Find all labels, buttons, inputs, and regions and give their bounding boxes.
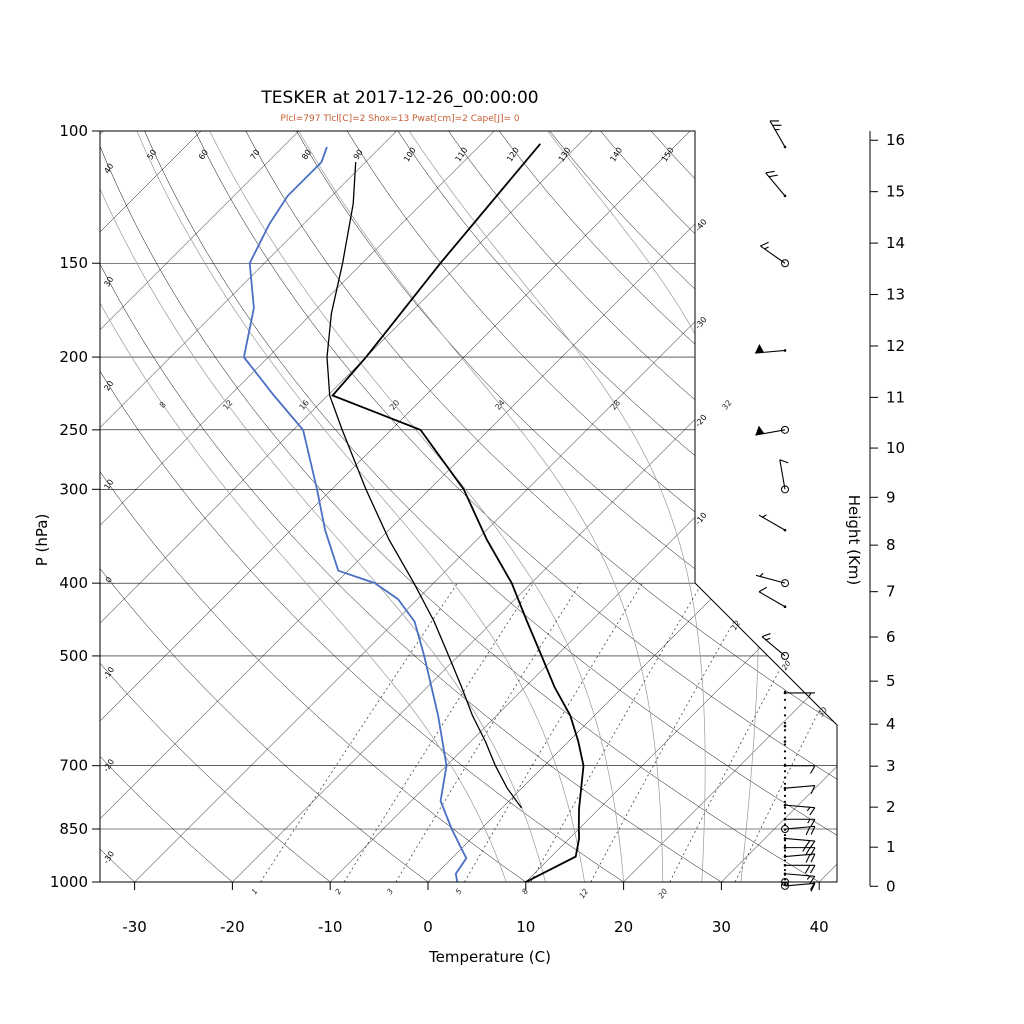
temperature-axis-label: Temperature (C): [428, 948, 551, 966]
wind-barbs: [755, 120, 816, 892]
mixing-ratio-label: 12: [577, 887, 590, 900]
isotherm-edge-label: -40: [693, 217, 708, 233]
moist-adiabat-label: 32: [720, 398, 733, 412]
pressure-tick-label: 850: [59, 820, 88, 838]
pressure-tick-label: 700: [59, 757, 88, 775]
mixing-ratio-label: 1: [250, 887, 260, 896]
dry-adiabat-label: 120: [505, 146, 521, 164]
temperature-curve: [331, 143, 585, 882]
dry-adiabat-label: 50: [145, 148, 158, 161]
mixing-ratio-label: 12: [729, 619, 742, 632]
height-tick-label: 5: [886, 672, 896, 690]
moist-adiabat-label: 16: [298, 398, 311, 412]
dry-adiabat-label: 80: [300, 148, 313, 161]
pressure-tick-label: 1000: [50, 873, 88, 891]
height-tick-label: 16: [886, 131, 905, 149]
height-tick-label: 9: [886, 488, 896, 506]
height-tick-label: 1: [886, 838, 896, 856]
mixing-ratio-label: 30: [816, 705, 829, 718]
height-axis-label: Height (Km): [845, 495, 863, 586]
dry-adiabat-label: 100: [402, 146, 418, 164]
pressure-tick-label: 400: [59, 574, 88, 592]
mixing-ratio-label: 8: [520, 887, 530, 896]
height-tick-label: 3: [886, 757, 896, 775]
moist-adiabat-label: 24: [493, 398, 506, 412]
pressure-tick-label: 200: [59, 348, 88, 366]
temperature-tick-label: -30: [122, 918, 147, 936]
mixing-ratio-label: 5: [454, 887, 464, 896]
dry-adiabat-label: 150: [660, 146, 676, 164]
dry-adiabat-label: 0: [104, 575, 114, 584]
chart-parameters: Plcl=797 Tlcl[C]=2 Shox=13 Pwat[cm]=2 Ca…: [280, 114, 520, 124]
height-tick-label: 12: [886, 337, 905, 355]
temperature-tick-label: 30: [712, 918, 731, 936]
dry-adiabat-label: 20: [102, 379, 115, 392]
temperature-tick-label: -20: [220, 918, 245, 936]
isotherm-edge-label: -20: [693, 413, 708, 429]
mixing-ratio-label: 20: [656, 887, 669, 900]
dewpoint-curve: [242, 146, 468, 882]
moist-adiabat-label: 12: [221, 398, 234, 412]
dry-adiabat-label: 30: [102, 275, 115, 288]
height-tick-label: 7: [886, 583, 896, 601]
dry-adiabat-label: 60: [197, 148, 210, 161]
temperature-tick-label: 0: [423, 918, 433, 936]
temperature-tick-label: 40: [810, 918, 829, 936]
dry-adiabat-label: 70: [249, 148, 262, 161]
height-tick-label: 11: [886, 388, 905, 406]
temperature-tick-label: 10: [516, 918, 535, 936]
sounding-profiles: [242, 143, 585, 882]
chart-title: TESKER at 2017-12-26_00:00:00: [261, 88, 539, 108]
mixing-ratio-label: 2: [333, 887, 343, 896]
height-tick-label: 2: [886, 798, 896, 816]
dry-adiabat-label: 110: [454, 146, 470, 164]
height-tick-label: 13: [886, 286, 905, 304]
height-tick-label: 8: [886, 536, 896, 554]
dry-adiabat-label: 90: [352, 148, 365, 161]
temperature-tick-label: 20: [614, 918, 633, 936]
height-tick-label: 15: [886, 183, 905, 201]
isotherm-edge-label: -10: [693, 511, 708, 527]
height-tick-label: 14: [886, 234, 905, 252]
pressure-tick-label: 300: [59, 480, 88, 498]
mixing-ratio-label: 3: [385, 887, 395, 896]
dry-adiabat-label: 140: [608, 146, 624, 164]
pressure-tick-label: 500: [59, 647, 88, 665]
moist-adiabat-label: 28: [609, 398, 622, 412]
pressure-tick-label: 100: [59, 122, 88, 140]
height-tick-label: 10: [886, 439, 905, 457]
pressure-tick-label: 250: [59, 421, 88, 439]
dry-adiabat-label: 40: [102, 162, 115, 175]
temperature-tick-label: -10: [318, 918, 343, 936]
isotherm-edge-label: -30: [693, 315, 708, 331]
pressure-axis-label: P (hPa): [33, 514, 51, 567]
height-tick-label: 6: [886, 628, 896, 646]
moist-adiabat-label: 8: [158, 400, 168, 410]
pressure-tick-label: 150: [59, 254, 88, 272]
height-tick-label: 0: [886, 877, 896, 895]
height-tick-label: 4: [886, 715, 896, 733]
parcel-trace: [326, 162, 523, 809]
